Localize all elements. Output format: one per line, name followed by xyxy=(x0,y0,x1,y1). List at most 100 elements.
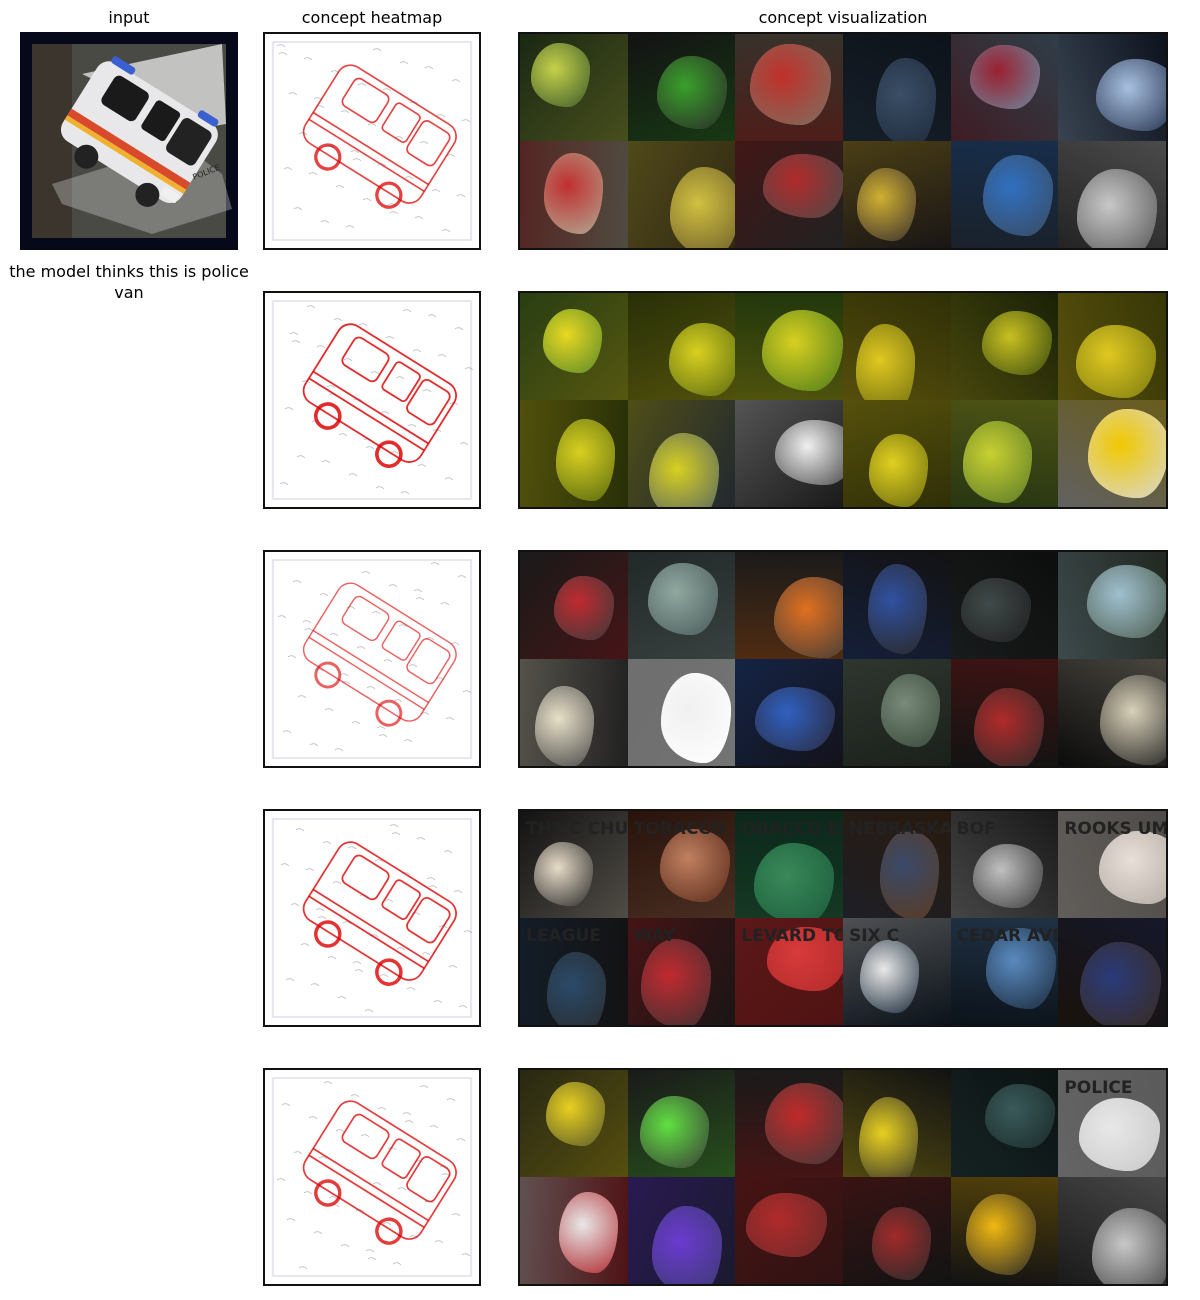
tile-sign-text: POLICE xyxy=(1064,1078,1133,1098)
concept-tile xyxy=(627,400,736,507)
heatmap-texture xyxy=(308,172,318,176)
prediction-caption: the model thinks this is police van xyxy=(9,262,249,302)
concept-tile xyxy=(842,400,951,507)
heatmap-texture xyxy=(422,389,432,393)
heatmap-texture xyxy=(278,52,288,56)
heatmap-texture xyxy=(350,150,360,154)
heatmap-texture xyxy=(409,1235,419,1239)
heatmap-texture xyxy=(276,1178,286,1182)
heatmap-texture xyxy=(428,885,438,889)
tile-sign-text: OBACCO ESTABLIS xyxy=(741,819,843,839)
heatmap-texture xyxy=(286,1218,296,1222)
heatmap-texture xyxy=(303,1191,313,1195)
heatmap-edge xyxy=(314,661,342,689)
heatmap-texture xyxy=(358,323,368,327)
heatmap-texture xyxy=(361,571,371,575)
concept-visualization-3 xyxy=(518,550,1168,768)
concept-tile: CEDAR AVE xyxy=(950,918,1059,1025)
heatmap-edge xyxy=(375,181,403,209)
heatmap-texture xyxy=(318,1156,328,1160)
concept-highlight-region xyxy=(856,167,917,241)
tile-sign-text: WAY xyxy=(633,926,676,946)
heatmap-texture xyxy=(394,136,404,140)
heatmap-texture xyxy=(450,642,460,646)
concept-highlight-region xyxy=(753,843,835,918)
heatmap-texture xyxy=(277,615,287,619)
heatmap-texture xyxy=(276,44,286,48)
tile-sign-text: TOBACCO xyxy=(633,819,726,839)
heatmap-texture xyxy=(298,132,308,136)
heatmap-texture xyxy=(446,1098,456,1102)
heatmap-texture xyxy=(282,730,292,734)
heatmap-texture xyxy=(341,681,351,685)
heatmap-texture xyxy=(366,686,376,690)
heatmap-texture xyxy=(334,748,344,752)
concept-tile xyxy=(842,1177,951,1284)
concept-tile xyxy=(735,141,843,248)
heatmap-texture xyxy=(402,309,412,313)
heatmap-texture xyxy=(435,677,445,681)
tile-sign-text: LEAGUE xyxy=(526,926,601,946)
heatmap-texture xyxy=(332,881,342,885)
heatmap-texture xyxy=(415,597,425,601)
heatmap-texture xyxy=(335,185,345,189)
heatmap-edge xyxy=(312,1147,429,1222)
concept-highlight-region xyxy=(766,926,843,991)
concept-tile xyxy=(520,34,628,141)
heatmap-texture xyxy=(364,1009,374,1013)
heatmap-texture xyxy=(382,88,392,92)
heatmap-texture xyxy=(454,327,464,331)
heatmap-texture xyxy=(396,947,406,951)
concept-highlight-region xyxy=(1075,325,1157,398)
heatmap-texture xyxy=(321,460,331,464)
heatmap-texture xyxy=(327,956,337,960)
heatmap-texture xyxy=(342,921,352,925)
heatmap-texture xyxy=(338,433,348,437)
concept-highlight-region xyxy=(1088,408,1166,499)
concept-visualization-2 xyxy=(518,291,1168,509)
heatmap-texture xyxy=(402,1112,412,1116)
heatmap-texture xyxy=(285,978,295,982)
heatmap-texture xyxy=(352,961,362,965)
heatmap-edge xyxy=(302,1100,457,1240)
heatmap-texture xyxy=(383,659,393,663)
heatmap-texture xyxy=(290,903,300,907)
tile-sign-text: ROOKS UMBER CO xyxy=(1064,819,1166,839)
concept-highlight-region xyxy=(973,844,1044,909)
concept-tile-grid xyxy=(520,293,1166,507)
heatmap-edge xyxy=(308,636,425,710)
heatmap-texture xyxy=(301,380,311,384)
concept-highlight-region xyxy=(640,939,711,1025)
heatmap-texture xyxy=(430,562,440,566)
heatmap-texture xyxy=(464,367,474,371)
heatmap-texture xyxy=(287,655,297,659)
heatmap-texture xyxy=(413,589,423,593)
concept-tile xyxy=(520,659,628,766)
heatmap-texture xyxy=(389,211,399,215)
concept-highlight-region xyxy=(545,1081,606,1146)
heatmap-texture xyxy=(322,841,332,845)
concept-tile xyxy=(520,1177,628,1284)
concept-heatmap-3 xyxy=(263,550,481,768)
heatmap-edge xyxy=(308,377,425,452)
heatmap-texture xyxy=(453,890,463,894)
concept-tile xyxy=(950,293,1059,400)
heatmap-frame xyxy=(272,300,472,500)
concept-tile xyxy=(627,293,736,400)
concept-tile-grid: THE C CHURCHTOBACCO OBACCO ESTABLISNEBRAS… xyxy=(520,811,1166,1025)
heatmap-edge xyxy=(381,102,421,143)
heatmap-texture xyxy=(367,1257,377,1261)
heatmap-texture xyxy=(449,402,459,406)
heatmap-edge xyxy=(381,879,421,921)
heatmap-texture xyxy=(371,611,381,615)
concept-highlight-region xyxy=(656,56,727,130)
heatmap-texture xyxy=(408,664,418,668)
concept-tile-grid xyxy=(520,552,1166,766)
heatmap-texture xyxy=(335,1129,345,1133)
heatmap-texture xyxy=(432,429,442,433)
heatmap-texture xyxy=(345,225,355,229)
concept-highlight-region xyxy=(555,419,615,501)
heatmap-texture xyxy=(362,198,372,202)
heatmap-texture xyxy=(311,420,321,424)
concept-highlight-region xyxy=(763,153,843,219)
